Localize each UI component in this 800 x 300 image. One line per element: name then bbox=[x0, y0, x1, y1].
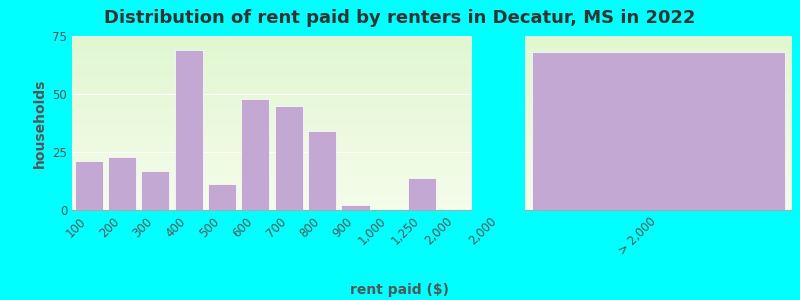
Bar bbox=[408, 178, 436, 210]
Bar bbox=[141, 171, 170, 210]
Bar bbox=[74, 161, 103, 210]
Bar bbox=[341, 206, 370, 210]
Text: Distribution of rent paid by renters in Decatur, MS in 2022: Distribution of rent paid by renters in … bbox=[104, 9, 696, 27]
Bar bbox=[308, 131, 336, 210]
Bar bbox=[174, 50, 203, 210]
Bar bbox=[108, 157, 136, 210]
Bar bbox=[241, 99, 270, 210]
Y-axis label: households: households bbox=[33, 78, 46, 168]
Text: rent paid ($): rent paid ($) bbox=[350, 283, 450, 297]
Bar bbox=[208, 184, 236, 210]
Bar bbox=[274, 106, 303, 210]
